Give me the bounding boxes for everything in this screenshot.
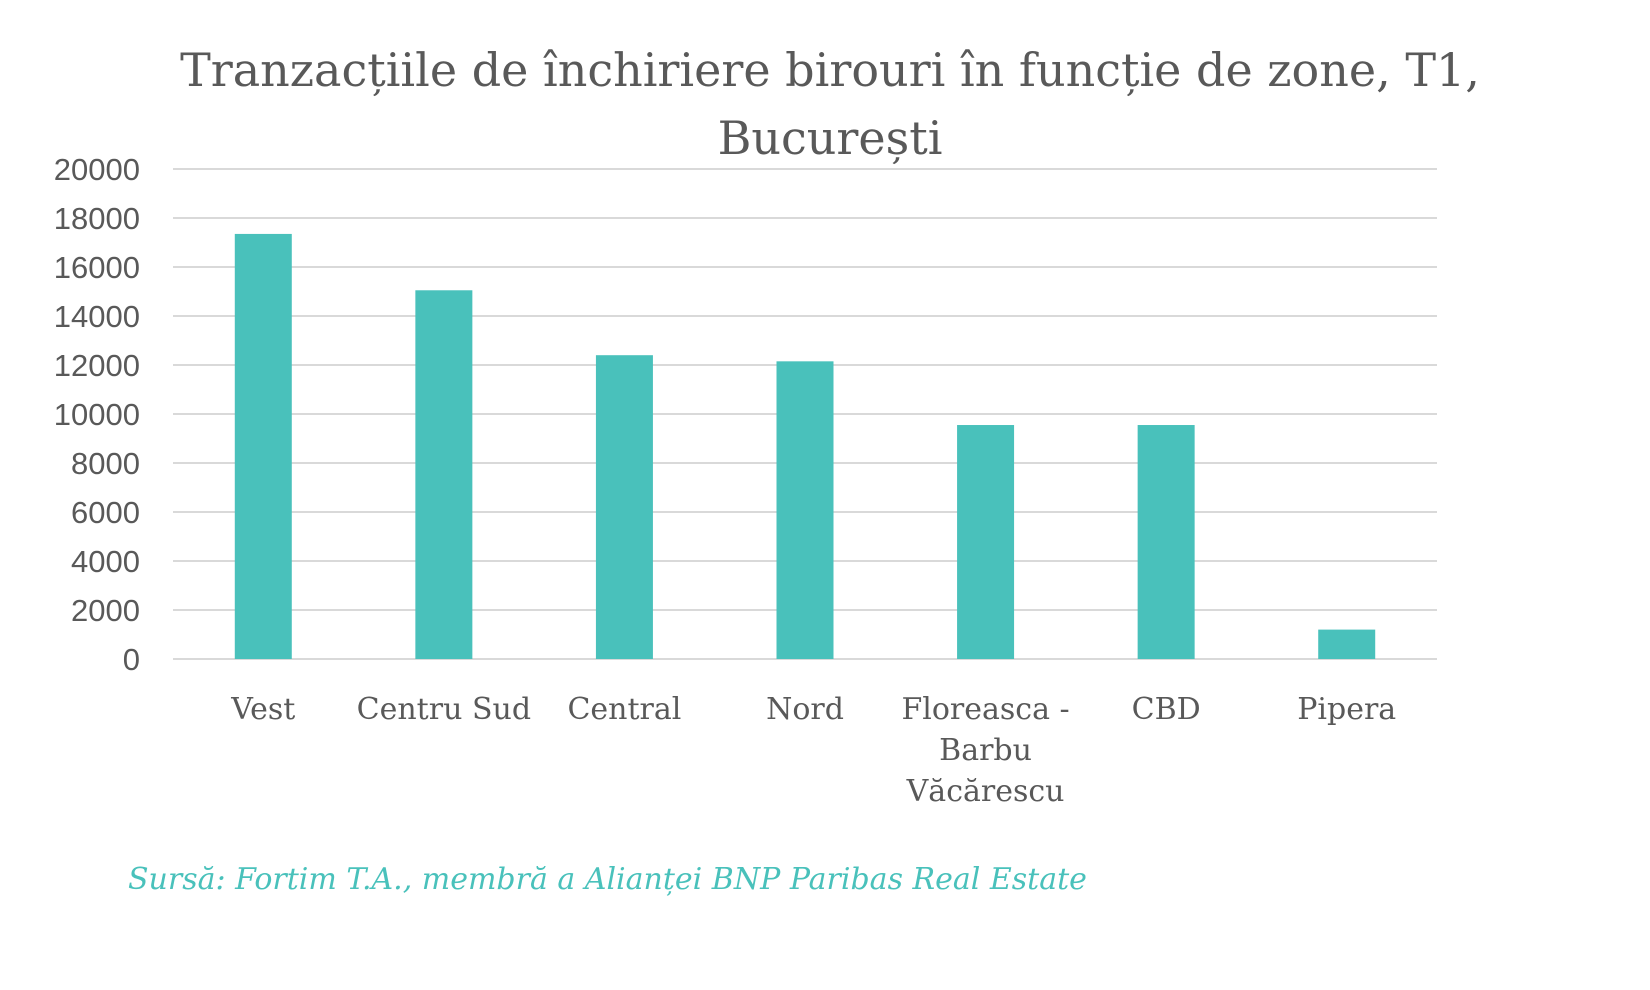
x-tick-label: Central <box>567 692 681 727</box>
y-tick-label: 4000 <box>71 544 140 579</box>
x-tick-label: Vest <box>230 692 295 727</box>
x-tick-label: Văcărescu <box>906 774 1065 809</box>
x-tick-label: Centru Sud <box>357 692 531 727</box>
y-tick-label: 16000 <box>54 250 140 285</box>
y-tick-label: 8000 <box>71 446 140 481</box>
y-tick-label: 12000 <box>54 348 140 383</box>
x-tick-label: Pipera <box>1297 692 1396 727</box>
source-note: Sursă: Fortim T.A., membră a Alianței BN… <box>128 862 1087 897</box>
bar-floreasca-barbu-v-c-rescu <box>957 425 1015 659</box>
y-tick-label: 10000 <box>54 397 140 432</box>
x-tick-label: Floreasca - <box>901 692 1069 727</box>
bar-pipera <box>1318 629 1376 659</box>
y-tick-label: 6000 <box>71 495 140 530</box>
bar-nord <box>776 361 834 659</box>
x-tick-label: Nord <box>766 692 844 727</box>
x-tick-label: CBD <box>1132 692 1201 727</box>
y-tick-label: 2000 <box>71 593 140 628</box>
bar-centru-sud <box>415 290 473 659</box>
y-tick-label: 0 <box>123 642 140 677</box>
chart-title-line-2: București <box>717 111 943 165</box>
bar-cbd <box>1137 425 1195 659</box>
chart-title-line-1: Tranzacțiile de închiriere birouri în fu… <box>180 43 1480 97</box>
y-tick-label: 20000 <box>54 152 140 187</box>
bar-vest <box>234 233 292 660</box>
x-tick-label: Barbu <box>939 733 1032 768</box>
bar-central <box>595 355 653 659</box>
y-tick-label: 14000 <box>54 299 140 334</box>
y-tick-label: 18000 <box>54 201 140 236</box>
